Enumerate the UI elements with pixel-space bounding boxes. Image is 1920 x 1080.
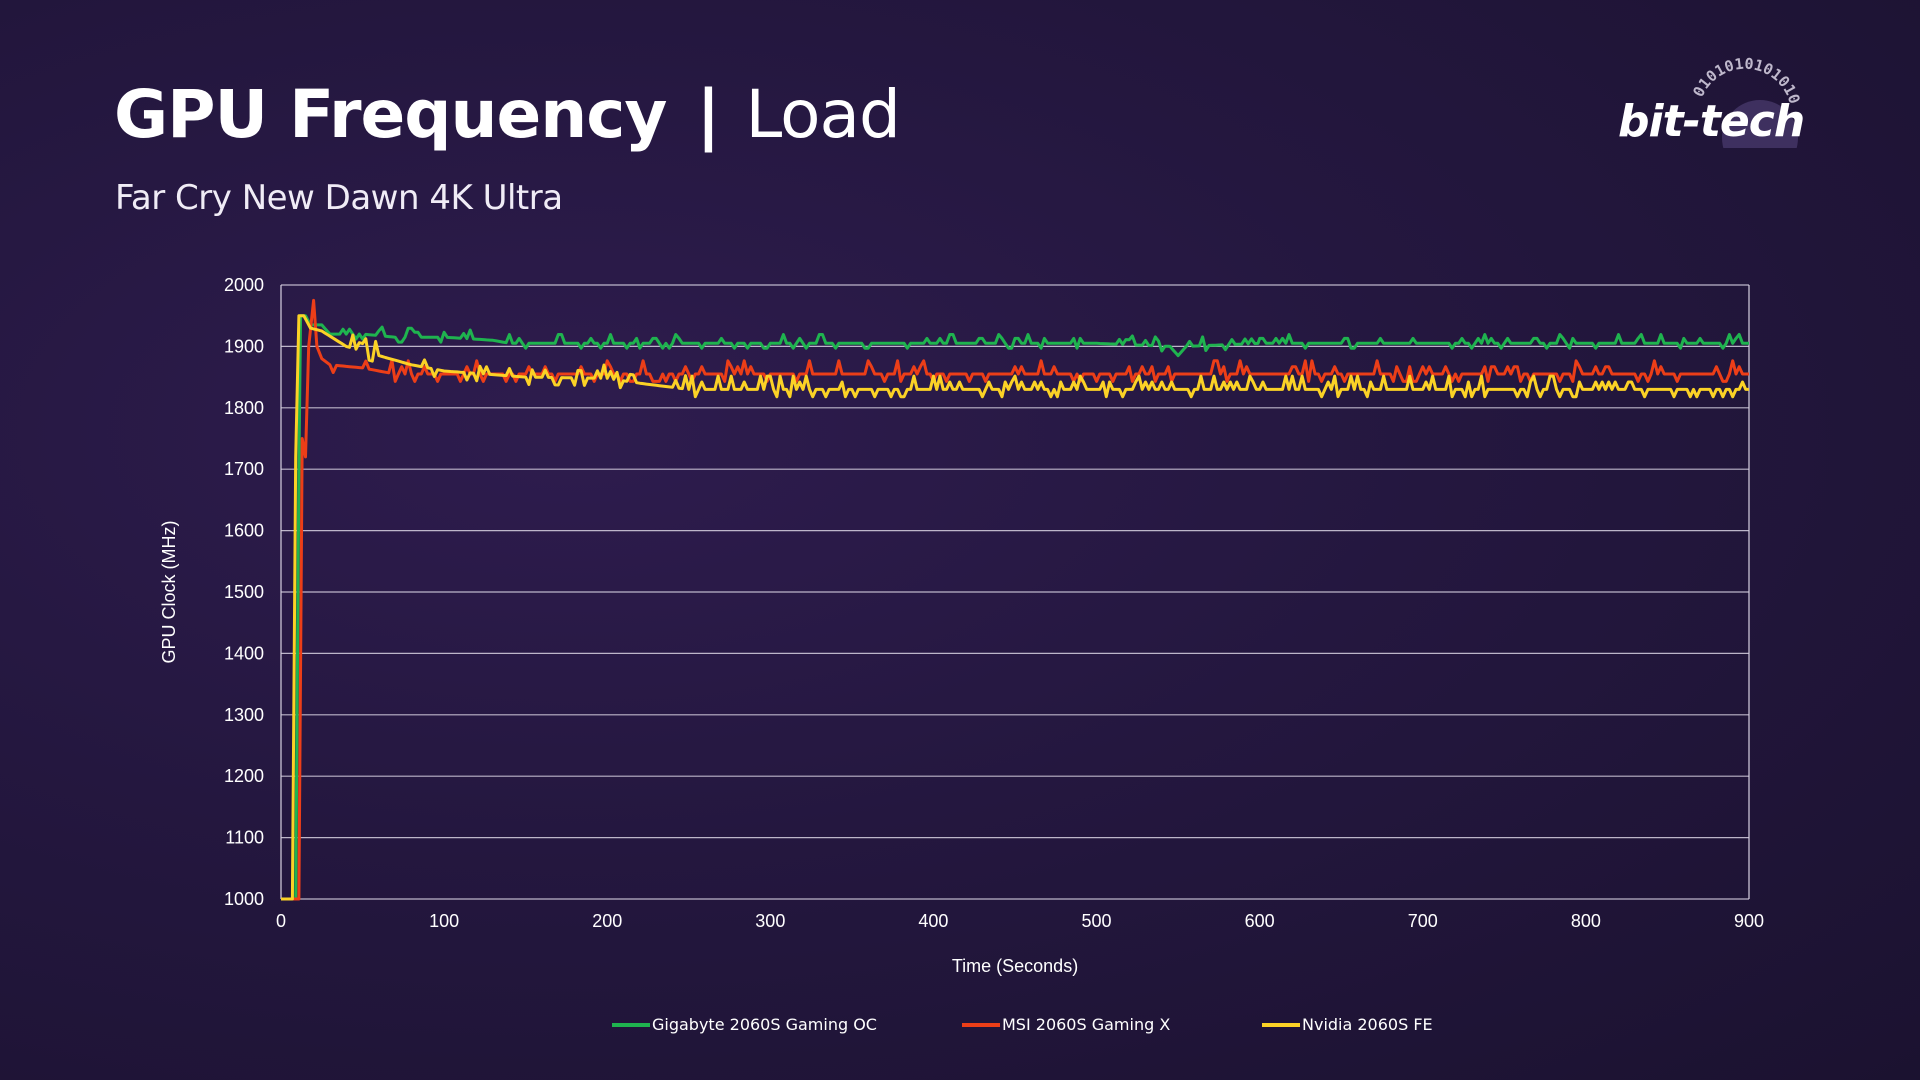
x-tick-label: 400	[918, 911, 948, 931]
y-tick-label: 2000	[224, 275, 264, 295]
chart-subtitle: Far Cry New Dawn 4K Ultra	[115, 178, 563, 218]
y-tick-label: 1400	[224, 643, 264, 663]
x-tick-label: 200	[592, 911, 622, 931]
x-tick-label: 700	[1408, 911, 1438, 931]
logo-text: bit-tech	[1618, 96, 1805, 147]
y-axis-title: GPU Clock (MHz)	[159, 521, 179, 664]
legend-item: Nvidia 2060S FE	[1262, 1015, 1433, 1034]
series-line-msi-2060s-gaming-x	[281, 298, 1749, 901]
y-tick-label: 1600	[224, 521, 264, 541]
title-suffix: Load	[745, 76, 901, 153]
legend-swatch	[612, 1022, 650, 1027]
y-tick-label: 1900	[224, 336, 264, 356]
legend-label: Gigabyte 2060S Gaming OC	[652, 1015, 877, 1034]
chart-title: GPU Frequency | Load	[114, 82, 901, 148]
legend-label: MSI 2060S Gaming X	[1002, 1015, 1171, 1034]
y-tick-label: 1200	[224, 766, 264, 786]
x-tick-label: 100	[429, 911, 459, 931]
title-separator: |	[696, 76, 720, 153]
legend-item: MSI 2060S Gaming X	[962, 1015, 1170, 1034]
x-tick-label: 300	[755, 911, 785, 931]
y-tick-label: 1700	[224, 459, 264, 479]
x-tick-label: 0	[276, 911, 286, 931]
y-tick-label: 1500	[224, 582, 264, 602]
legend-label: Nvidia 2060S FE	[1302, 1015, 1433, 1034]
y-tick-label: 1800	[224, 398, 264, 418]
title-main: GPU Frequency	[114, 76, 667, 153]
y-tick-label: 1100	[225, 828, 264, 848]
x-tick-label: 500	[1082, 911, 1112, 931]
y-tick-label: 1300	[224, 705, 264, 725]
series-line-gigabyte-2060s-gaming-oc	[281, 314, 1749, 901]
bit-tech-logo: 0101010101010 bit-tech	[1610, 48, 1830, 148]
logo-ring-icon: 0101010101010	[1689, 55, 1804, 148]
y-tick-label: 1000	[224, 889, 264, 909]
legend-item: Gigabyte 2060S Gaming OC	[612, 1015, 877, 1034]
x-tick-label: 800	[1571, 911, 1601, 931]
x-tick-label: 600	[1245, 911, 1275, 931]
series-line-nvidia-2060s-fe	[281, 314, 1749, 901]
x-axis-title: Time (Seconds)	[952, 956, 1078, 976]
x-tick-label: 900	[1734, 911, 1764, 931]
chart-legend: Gigabyte 2060S Gaming OC MSI 2060S Gaming…	[0, 1015, 1920, 1039]
legend-swatch	[1262, 1022, 1300, 1027]
legend-swatch	[962, 1022, 1000, 1027]
